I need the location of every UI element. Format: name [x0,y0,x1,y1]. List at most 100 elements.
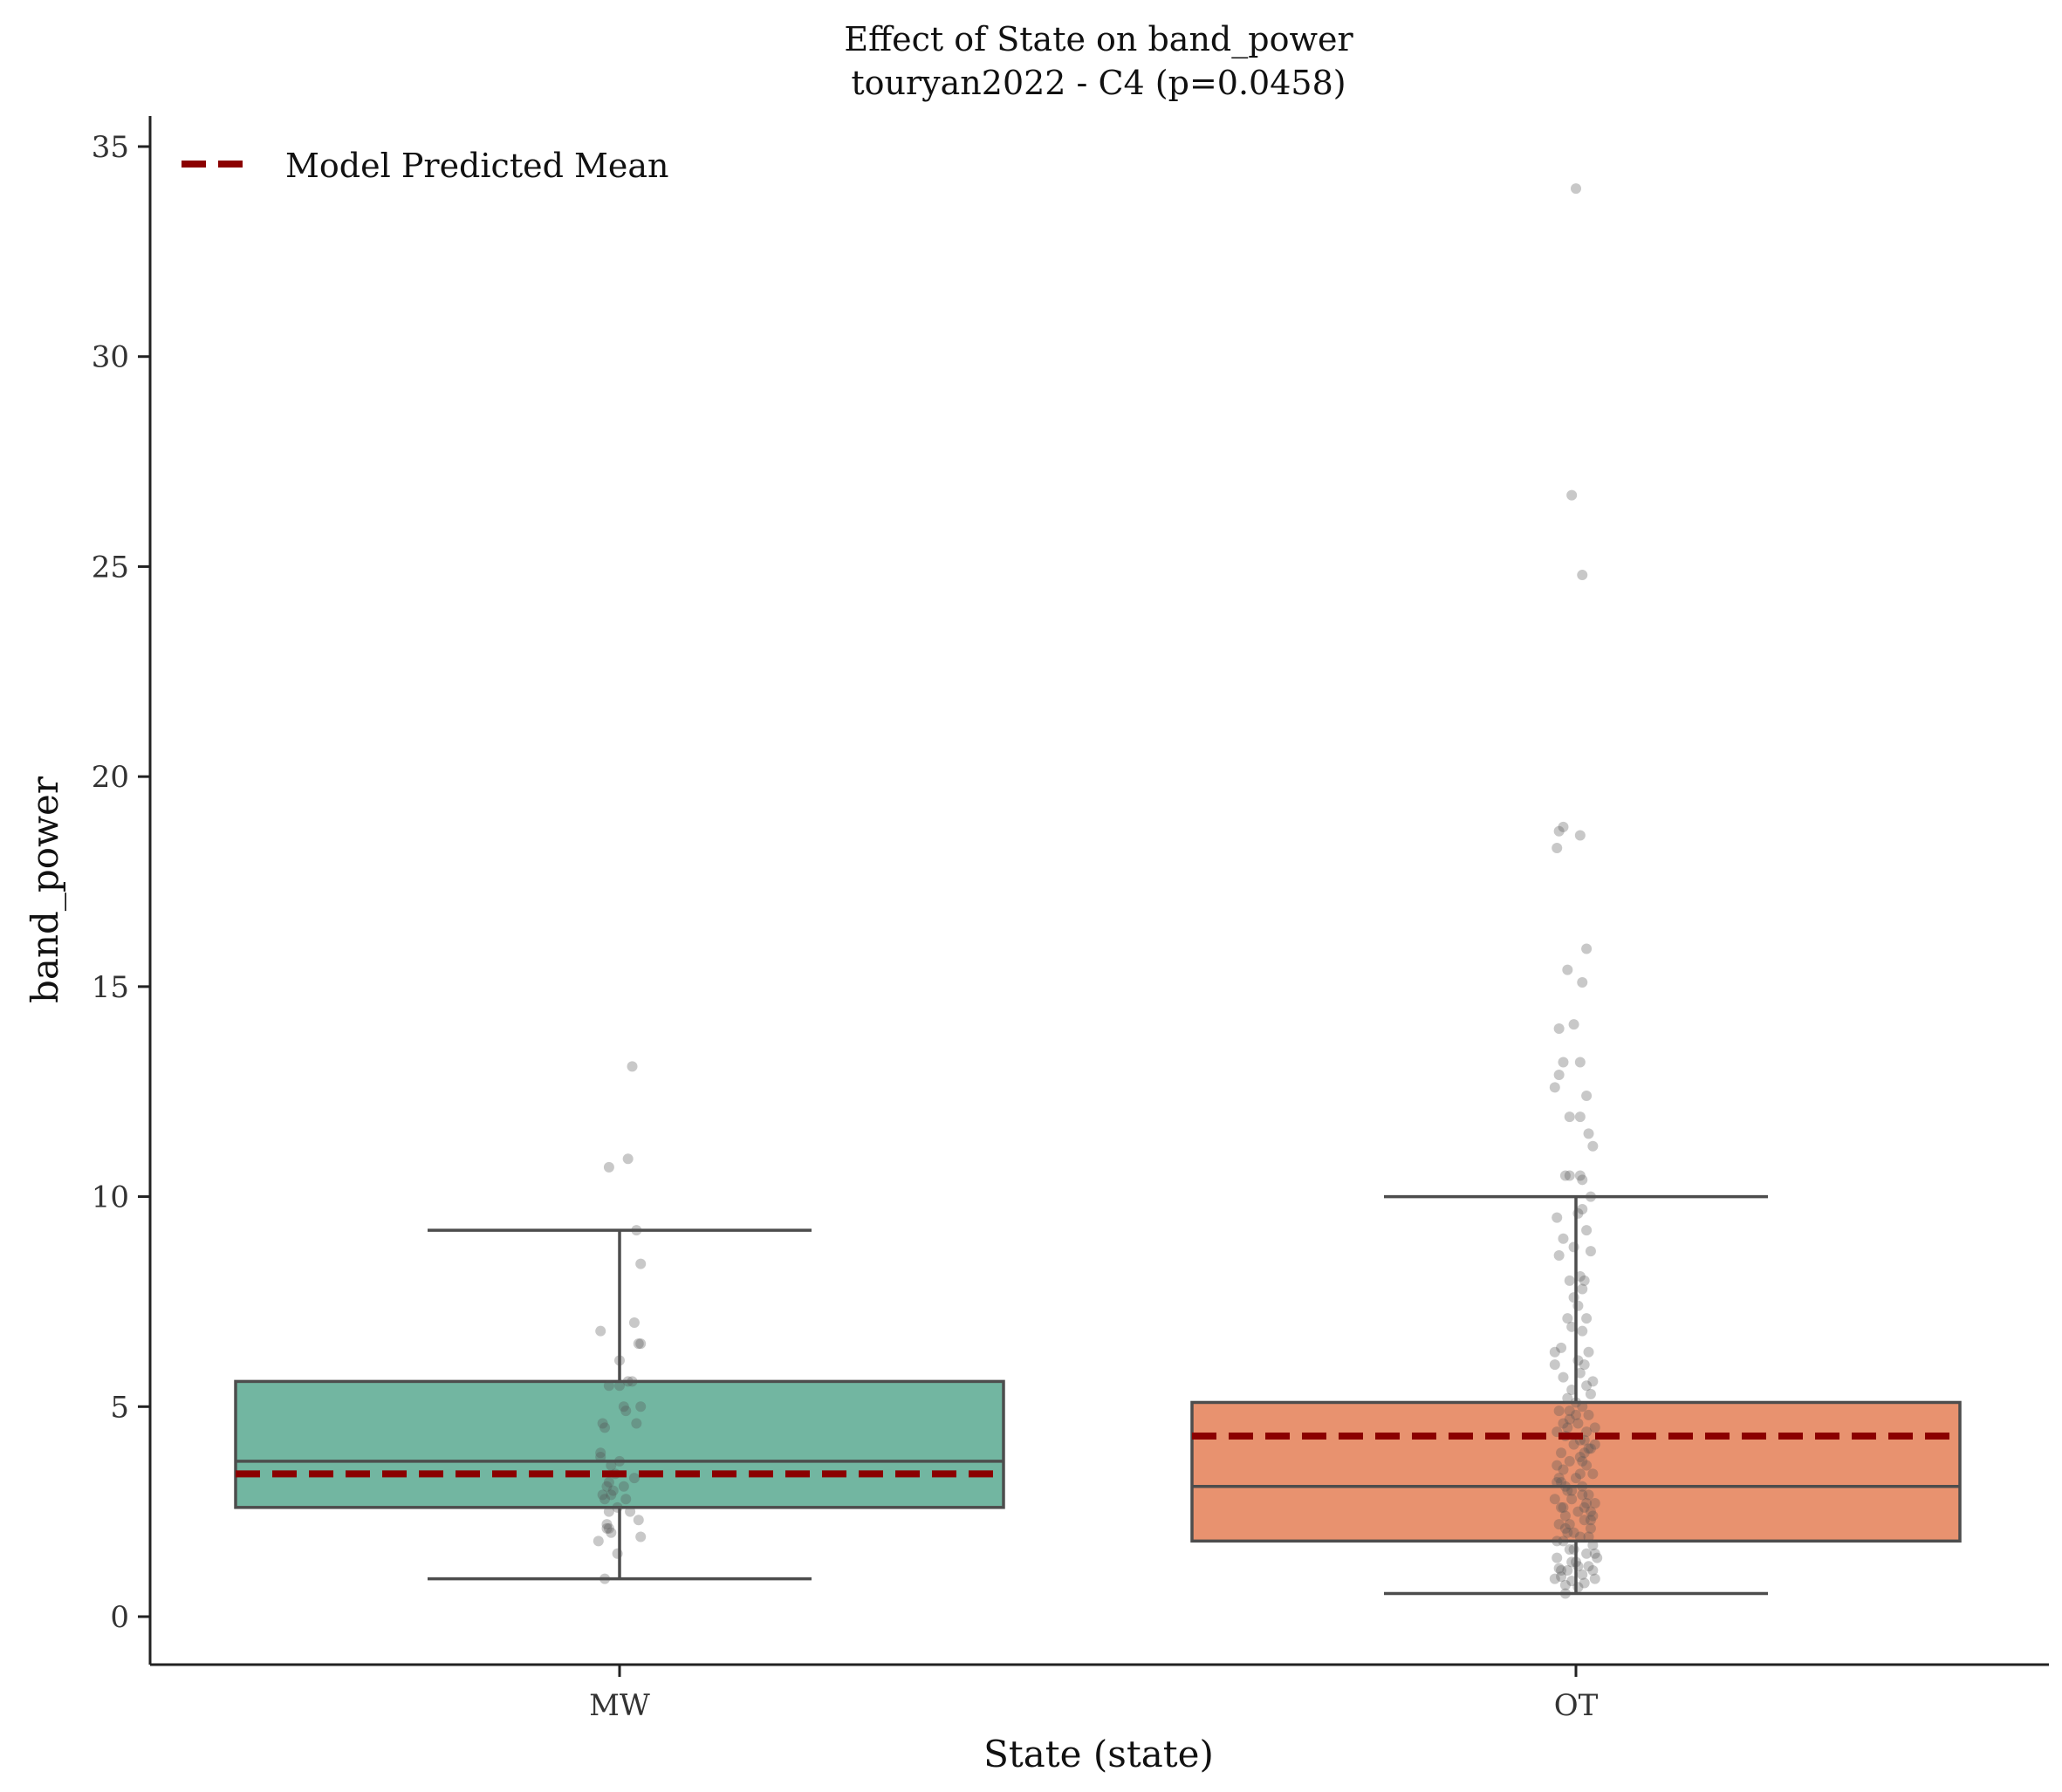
data-point [1559,1588,1571,1599]
data-point [1577,570,1588,581]
data-point [1558,1536,1569,1547]
data-point [595,1447,606,1459]
data-point [627,1061,638,1072]
data-point [1558,1464,1569,1475]
data-point [1559,1579,1571,1590]
data-point [1564,1413,1575,1425]
data-point [1581,1460,1593,1471]
data-point [1568,1543,1579,1555]
data-point [1583,1443,1594,1454]
data-point [603,1476,614,1488]
data-point [1587,1376,1599,1387]
data-point [1589,1422,1600,1433]
data-point [1574,1111,1586,1123]
data-point [1556,1447,1567,1459]
data-point [1571,1556,1581,1568]
y-tick-label: 20 [92,760,129,795]
data-point [633,1338,644,1350]
data-point [1559,1522,1571,1534]
data-point [614,1355,625,1366]
data-point [1577,1204,1588,1215]
data-point [601,1519,613,1530]
y-axis-label: band_power [24,776,66,1003]
data-point [1581,1426,1593,1438]
data-point [1553,1473,1565,1484]
data-point [1556,1565,1567,1577]
data-point [1552,1460,1563,1471]
data-point [631,1418,642,1429]
data-point [1587,1468,1599,1480]
data-point [1583,1128,1594,1139]
data-point [1581,1498,1593,1509]
data-point [1553,1563,1565,1574]
data-point [1553,1519,1565,1530]
data-point [628,1473,640,1484]
data-point [1552,842,1563,853]
data-point [1556,1476,1567,1488]
data-point [1566,1485,1578,1496]
data-point [603,1522,614,1534]
data-point [1566,1385,1578,1396]
data-point [1558,1501,1569,1513]
data-point [1553,1023,1565,1034]
data-point [1553,1406,1565,1417]
data-point [1574,1367,1586,1378]
data-point [635,1401,647,1412]
data-point [1577,977,1588,988]
data-point [1589,1548,1600,1559]
data-point [1568,1527,1579,1538]
data-point [1552,1536,1563,1547]
data-point [1587,1565,1599,1577]
data-point [1549,1346,1560,1358]
data-point [1574,1170,1586,1181]
data-point [1572,1561,1584,1572]
data-point [1577,1325,1588,1337]
data-point [1581,1225,1593,1236]
data-point [1564,1111,1575,1123]
data-point [1566,1576,1578,1587]
data-point [603,1506,614,1517]
data-point [1577,1283,1588,1295]
x-axis-ticks: MW OT [589,1665,1599,1723]
x-tick-label: OT [1554,1688,1599,1723]
data-point [1581,1548,1593,1559]
data-point [618,1401,629,1412]
data-point [1559,1510,1571,1522]
data-point [612,1501,623,1513]
data-point [1579,1275,1590,1286]
data-point [1571,1409,1581,1420]
data-point [1577,1174,1588,1186]
data-point [599,1573,611,1584]
data-point [625,1506,636,1517]
data-point [1585,1515,1596,1526]
data-point [1572,1355,1584,1366]
data-point [1568,1292,1579,1303]
y-tick-label: 15 [92,970,129,1005]
data-point [603,1161,614,1173]
data-point [1583,1489,1594,1501]
data-point [622,1376,634,1387]
data-point [1572,1418,1584,1429]
chart-title: Effect of State on band_power [844,20,1353,59]
data-point [1571,183,1581,195]
data-point [1579,1577,1590,1589]
data-point [1549,1573,1560,1584]
y-tick-label: 10 [92,1180,129,1215]
data-point [1566,1556,1578,1568]
data-point [603,1380,614,1392]
data-point [1577,1489,1588,1501]
data-point [1572,1506,1584,1517]
data-point [1558,1057,1569,1068]
data-point [1562,1313,1573,1324]
data-point [1571,1397,1581,1408]
data-point [1549,1082,1560,1093]
data-point [1581,943,1593,954]
data-point [635,1258,647,1269]
data-point [1579,1359,1590,1371]
data-point [614,1380,625,1392]
data-point [1549,1494,1560,1505]
data-point [1562,1392,1573,1404]
data-point [1581,1313,1593,1324]
y-tick-label: 30 [92,340,129,375]
data-point [1574,1452,1586,1463]
